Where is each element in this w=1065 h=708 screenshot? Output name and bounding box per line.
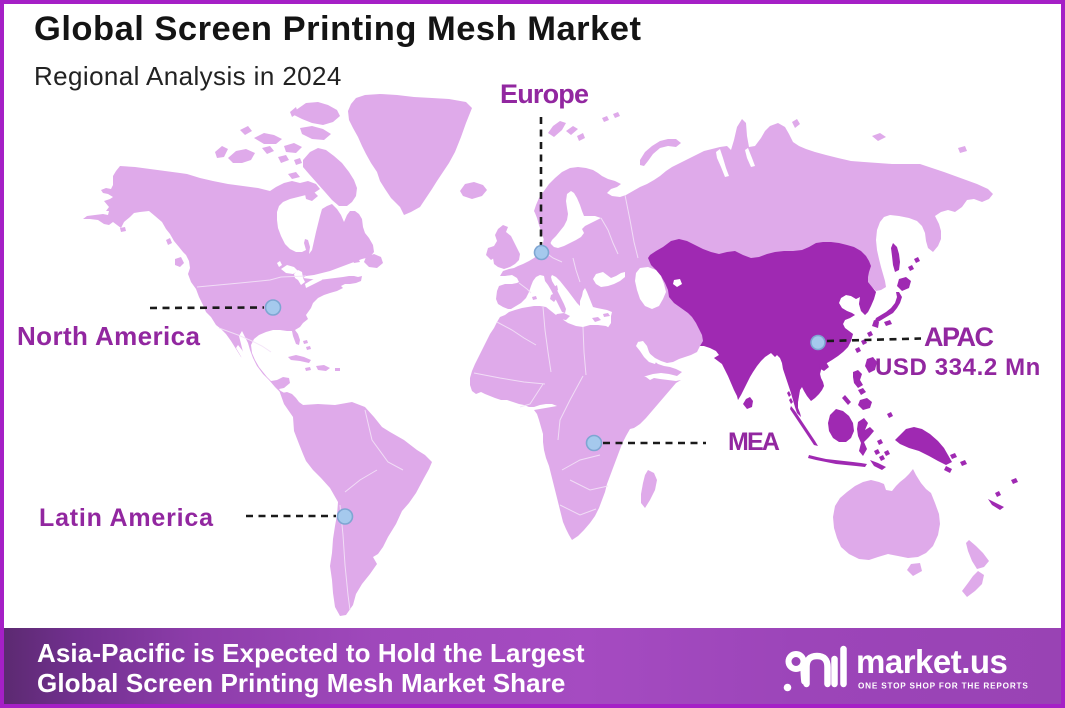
svg-text:ONE STOP SHOP FOR THE REPORTS: ONE STOP SHOP FOR THE REPORTS: [858, 682, 1029, 691]
svg-text:market.us: market.us: [856, 643, 1007, 680]
